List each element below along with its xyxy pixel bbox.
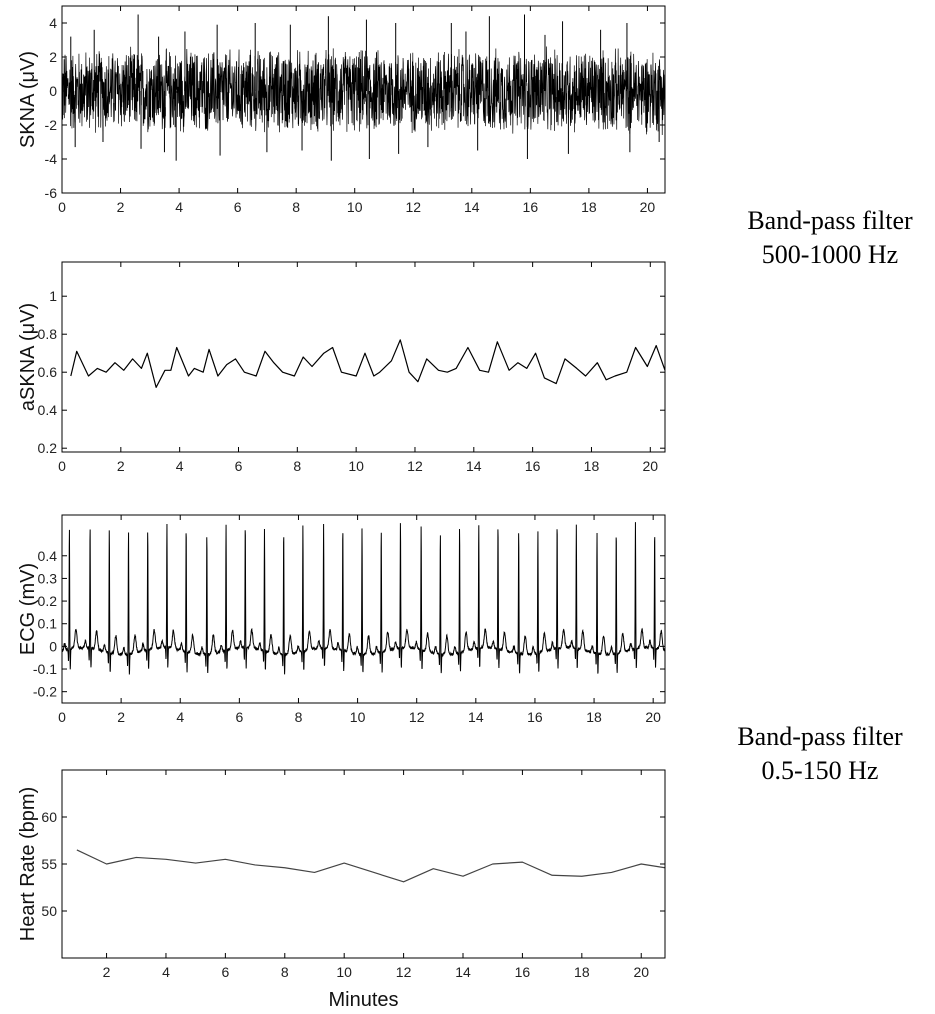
- x-tick-label: 4: [175, 199, 183, 215]
- y-tick-label: 2: [49, 49, 57, 65]
- x-tick-label: 0: [58, 709, 66, 725]
- upper-filter-annotation: Band-pass filter 500-1000 Hz: [715, 204, 935, 272]
- y-axis-title: ECG (mV): [17, 563, 39, 655]
- plot-area: [62, 522, 665, 675]
- skna-panel: 0 2 4 6 8 10 12 14 16 18 20 -6 -4 -2 0 2 4 SKNA (μV): [17, 5, 666, 215]
- x-tick-label: 16: [527, 709, 543, 725]
- y-tick-label: -2: [45, 117, 58, 133]
- x-tick-label: 14: [455, 964, 471, 980]
- x-tick-label: 2: [117, 458, 125, 474]
- plot-area: [76, 849, 665, 883]
- y-tick-label: -4: [45, 151, 58, 167]
- y-axis-title: SKNA (μV): [17, 51, 39, 148]
- lower-filter-annotation: Band-pass filter 0.5-150 Hz: [705, 720, 935, 788]
- x-tick-label: 8: [293, 458, 301, 474]
- plot-area: [62, 14, 665, 161]
- y-tick-label: 0.2: [38, 440, 58, 456]
- skna-trace: [62, 46, 665, 136]
- axes-box: [61, 5, 666, 194]
- x-tick-label: 0: [58, 199, 66, 215]
- x-tick-label: 14: [468, 709, 484, 725]
- plot-area: [70, 339, 665, 388]
- y-tick-label: 0.4: [38, 402, 58, 418]
- heart-rate-line: [76, 849, 665, 883]
- lower-annotation-line-2: 0.5-150 Hz: [761, 756, 879, 785]
- x-tick-label: 8: [292, 199, 300, 215]
- y-tick-label: 0.8: [38, 326, 58, 342]
- x-tick-label: 12: [409, 709, 425, 725]
- upper-annotation-line-2: 500-1000 Hz: [761, 240, 899, 269]
- y-tick-label: 0.2: [38, 593, 58, 609]
- lower-annotation-line-1: Band-pass filter: [737, 722, 903, 751]
- y-tick-label: -0.2: [33, 684, 57, 700]
- x-tick-label: 6: [235, 458, 243, 474]
- x-tick-label: 4: [162, 964, 170, 980]
- x-tick-label: 20: [640, 199, 656, 215]
- y-tick-label: 55: [41, 856, 57, 872]
- y-tick-label: 0.3: [38, 570, 58, 586]
- x-tick-label: 18: [586, 709, 602, 725]
- x-tick-label: 8: [281, 964, 289, 980]
- y-tick-label: 0.4: [38, 548, 58, 564]
- x-tick-label: 10: [336, 964, 352, 980]
- y-tick-label: 0: [49, 638, 57, 654]
- x-tick-label: 18: [574, 964, 590, 980]
- x-tick-label: 4: [176, 458, 184, 474]
- y-tick-label: 0.1: [38, 616, 58, 632]
- y-axis-title: Heart Rate (bpm): [17, 787, 39, 942]
- x-tick-label: 10: [350, 709, 366, 725]
- x-tick-label: 8: [295, 709, 303, 725]
- y-tick-label: 0.6: [38, 364, 58, 380]
- y-tick-label: 50: [41, 903, 57, 919]
- x-tick-label: 2: [117, 709, 125, 725]
- x-tick-label: 10: [347, 199, 363, 215]
- upper-annotation-line-1: Band-pass filter: [747, 206, 913, 235]
- y-tick-label: -0.1: [33, 661, 57, 677]
- x-tick-label: 12: [396, 964, 412, 980]
- x-tick-label: 18: [581, 199, 597, 215]
- y-tick-label: 60: [41, 809, 57, 825]
- x-tick-label: 10: [348, 458, 364, 474]
- askna-line: [70, 339, 665, 388]
- x-tick-label: 6: [221, 964, 229, 980]
- x-tick-label: 18: [584, 458, 600, 474]
- askna-panel: 0 2 4 6 8 10 12 14 16 18 20 0.2 0.4 0.6 0.8 1 aSKNA (μV): [17, 261, 666, 474]
- x-tick-label: 16: [515, 964, 531, 980]
- x-tick-label: 20: [633, 964, 649, 980]
- ecg-panel: 0 2 4 6 8 10 12 14 16 18 20 -0.2 -0.1 0 0.1 0.2 0.3 0.4EC…: [17, 514, 666, 725]
- x-tick-label: 16: [523, 199, 539, 215]
- y-tick-label: 1: [49, 288, 57, 304]
- x-tick-label: 0: [58, 458, 66, 474]
- y-axis-title: aSKNA (μV): [17, 303, 39, 411]
- x-tick-label: 6: [234, 199, 242, 215]
- x-tick-label: 6: [235, 709, 243, 725]
- x-axis-title: Minutes: [328, 989, 398, 1011]
- x-tick-label: 20: [645, 709, 661, 725]
- x-tick-label: 14: [466, 458, 482, 474]
- axes-box: [61, 261, 666, 453]
- axes-box: [61, 514, 666, 704]
- y-tick-label: 4: [49, 15, 57, 31]
- x-tick-label: 4: [176, 709, 184, 725]
- x-tick-label: 2: [117, 199, 125, 215]
- x-tick-label: 12: [405, 199, 421, 215]
- x-tick-label: 14: [464, 199, 480, 215]
- x-tick-label: 20: [643, 458, 659, 474]
- x-tick-label: 12: [407, 458, 423, 474]
- x-tick-label: 2: [103, 964, 111, 980]
- y-tick-label: -6: [45, 185, 58, 201]
- x-tick-label: 16: [525, 458, 541, 474]
- ecg-trace: [62, 522, 665, 675]
- axes-box: [61, 769, 666, 959]
- y-tick-label: 0: [49, 83, 57, 99]
